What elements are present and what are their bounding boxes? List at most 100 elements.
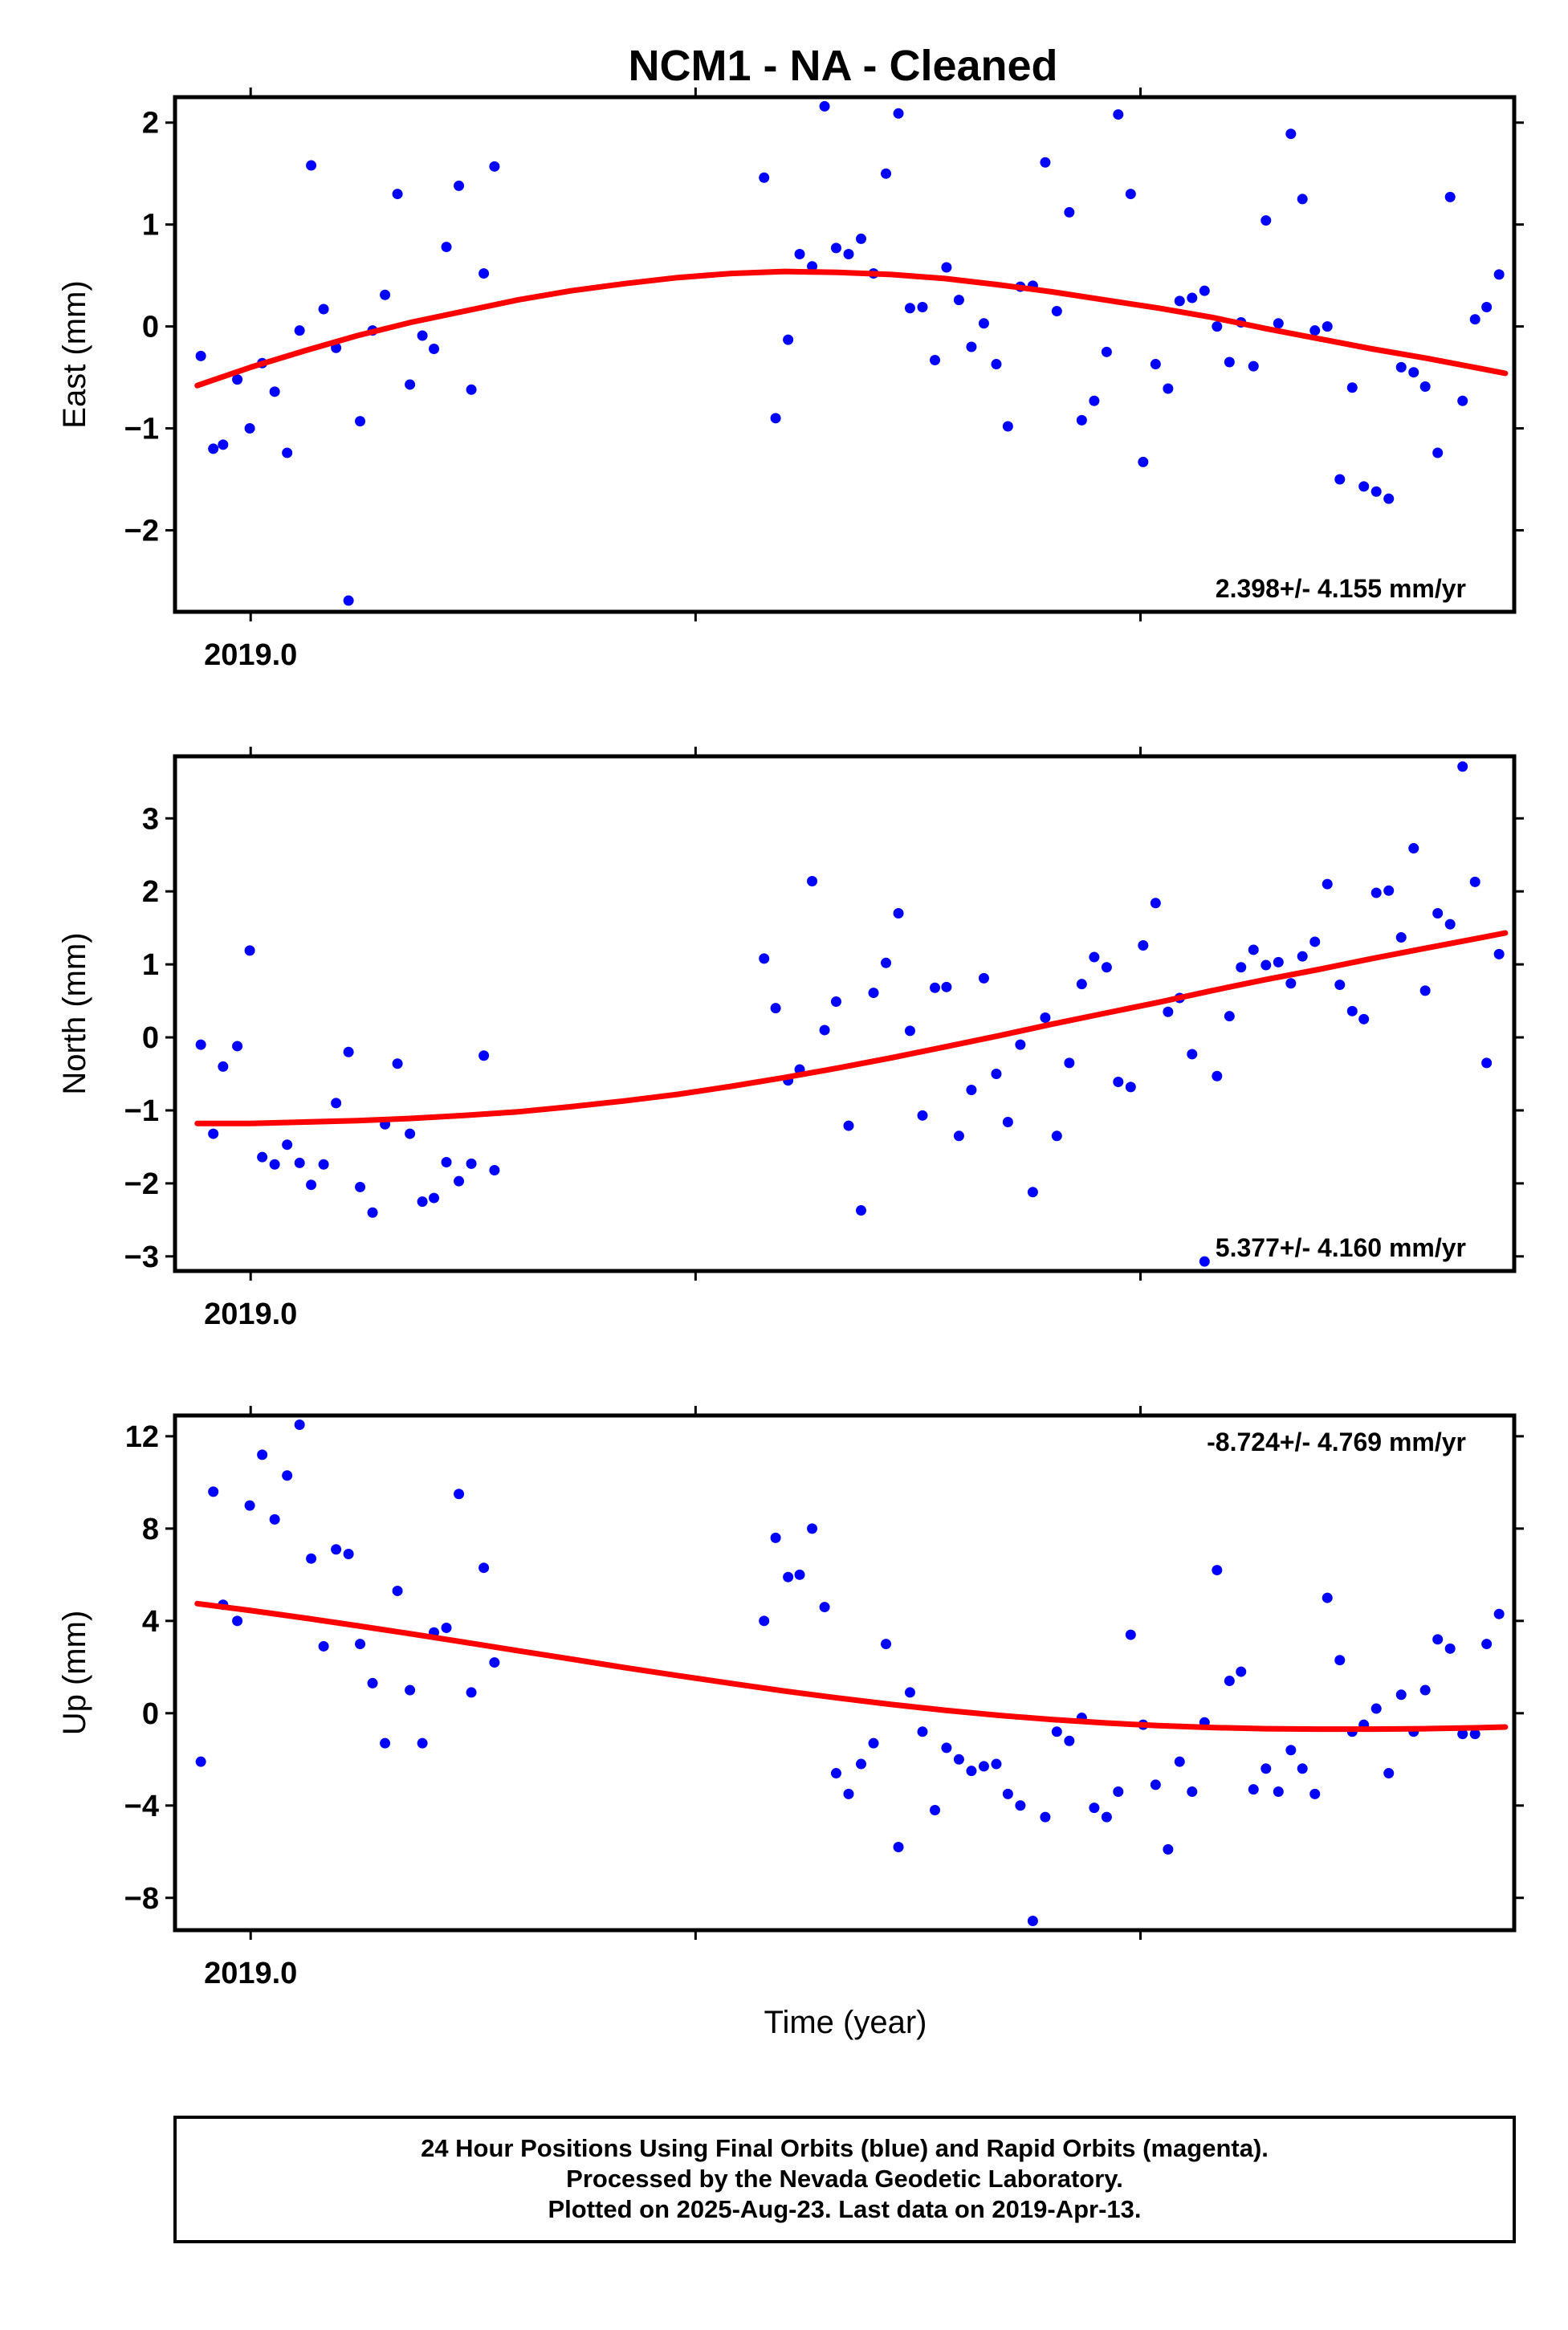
north-data-point bbox=[1163, 1006, 1174, 1017]
up-data-point bbox=[208, 1486, 219, 1497]
up-data-point bbox=[1064, 1735, 1075, 1746]
east-data-point bbox=[1187, 292, 1198, 303]
east-data-point bbox=[1051, 306, 1062, 317]
east-data-point bbox=[429, 344, 440, 355]
up-ytick-label: 4 bbox=[142, 1605, 159, 1639]
up-ytick-label: −8 bbox=[124, 1882, 159, 1916]
north-data-point bbox=[1199, 1256, 1210, 1267]
east-data-point bbox=[830, 242, 841, 254]
east-rate-label: 2.398+/- 4.155 mm/yr bbox=[1216, 574, 1466, 603]
north-data-point bbox=[1481, 1057, 1493, 1069]
up-data-point bbox=[830, 1768, 841, 1779]
east-data-point bbox=[343, 595, 354, 606]
north-data-point bbox=[306, 1179, 317, 1191]
footer-line-3: Plotted on 2025-Aug-23. Last data on 201… bbox=[548, 2195, 1141, 2223]
up-data-point bbox=[1493, 1608, 1505, 1619]
east-data-point bbox=[1493, 269, 1505, 280]
east-data-point bbox=[1285, 128, 1297, 140]
up-data-point bbox=[1101, 1811, 1112, 1823]
north-fit-line bbox=[194, 930, 1509, 1126]
up-data-point bbox=[331, 1544, 342, 1555]
north-data-point bbox=[1370, 887, 1382, 898]
north-frame bbox=[173, 754, 1517, 1273]
north-data-point bbox=[917, 1110, 928, 1121]
north-data-point bbox=[331, 1098, 342, 1109]
north-data-point bbox=[904, 1025, 915, 1037]
north-data-point bbox=[1076, 979, 1087, 990]
east-data-point bbox=[856, 233, 867, 244]
east-data-point bbox=[479, 268, 490, 279]
east-data-point bbox=[294, 325, 305, 336]
north-data-point bbox=[1089, 951, 1100, 963]
east-data-point bbox=[1150, 359, 1161, 370]
east-data-point bbox=[881, 168, 892, 179]
east-data-point bbox=[1358, 481, 1370, 492]
east-data-point bbox=[380, 289, 391, 300]
footer-box: 24 Hour Positions Using Final Orbits (bl… bbox=[173, 2116, 1516, 2243]
east-xtick-label: 2019.0 bbox=[204, 638, 297, 672]
east-data-point bbox=[355, 416, 366, 427]
east-data-point bbox=[904, 303, 915, 314]
footer-line-1: 24 Hour Positions Using Final Orbits (bl… bbox=[421, 2134, 1269, 2162]
north-data-point bbox=[941, 981, 952, 992]
east-fit-line bbox=[194, 268, 1509, 389]
up-ytick-label: −4 bbox=[124, 1790, 159, 1823]
north-data-point bbox=[1236, 962, 1247, 973]
up-data-point bbox=[1224, 1676, 1235, 1687]
east-data-point bbox=[232, 374, 243, 385]
north-data-point bbox=[1285, 978, 1297, 989]
north-data-point bbox=[819, 1024, 830, 1036]
east-ytick-label: 0 bbox=[142, 311, 159, 344]
east-data-point bbox=[1419, 381, 1431, 392]
north-data-point bbox=[1432, 907, 1444, 919]
north-data-point bbox=[218, 1061, 229, 1072]
north-ytick-label: 1 bbox=[142, 948, 159, 982]
north-data-point bbox=[1358, 1013, 1370, 1024]
east-ytick-label: 1 bbox=[142, 209, 159, 242]
east-data-point bbox=[1248, 360, 1259, 372]
north-data-point bbox=[489, 1165, 500, 1176]
north-data-point bbox=[405, 1128, 416, 1139]
up-data-point bbox=[783, 1571, 794, 1583]
up-data-point bbox=[1370, 1703, 1382, 1714]
north-data-point bbox=[195, 1039, 206, 1050]
east-data-point bbox=[1395, 361, 1407, 373]
east-data-point bbox=[1089, 395, 1100, 406]
up-data-point bbox=[294, 1419, 305, 1430]
up-fit-line bbox=[194, 1600, 1509, 1733]
north-data-point bbox=[244, 945, 255, 956]
north-data-point bbox=[893, 907, 904, 919]
up-ytick-label: 12 bbox=[125, 1420, 159, 1454]
east-data-point bbox=[1457, 395, 1468, 406]
north-data-point bbox=[830, 996, 841, 1007]
east-data-point bbox=[208, 443, 219, 454]
up-data-point bbox=[380, 1737, 391, 1749]
up-data-point bbox=[1334, 1655, 1346, 1666]
east-data-point bbox=[819, 100, 830, 112]
east-frame bbox=[173, 95, 1517, 614]
east-data-point bbox=[466, 384, 477, 395]
east-ytick-label: −2 bbox=[124, 514, 159, 548]
up-data-point bbox=[1089, 1802, 1100, 1814]
north-data-point bbox=[1125, 1081, 1136, 1093]
east-data-point bbox=[1125, 189, 1136, 200]
east-data-point bbox=[770, 413, 781, 424]
north-xtick-label: 2019.0 bbox=[204, 1297, 297, 1331]
north-data-point bbox=[294, 1157, 305, 1168]
north-data-point bbox=[1346, 1005, 1358, 1016]
north-data-point bbox=[1273, 956, 1284, 967]
north-data-point bbox=[1002, 1117, 1013, 1128]
up-data-point bbox=[1236, 1666, 1247, 1677]
up-data-point bbox=[807, 1523, 818, 1534]
east-data-point bbox=[1408, 367, 1419, 378]
east-data-point bbox=[966, 341, 977, 352]
north-data-point bbox=[257, 1151, 268, 1163]
up-data-point bbox=[953, 1754, 964, 1765]
east-data-point bbox=[978, 318, 989, 329]
north-data-point bbox=[1064, 1057, 1075, 1069]
north-data-point bbox=[991, 1069, 1002, 1080]
north-data-point bbox=[1015, 1039, 1026, 1050]
north-data-point bbox=[1248, 944, 1259, 955]
north-data-point bbox=[479, 1050, 490, 1061]
